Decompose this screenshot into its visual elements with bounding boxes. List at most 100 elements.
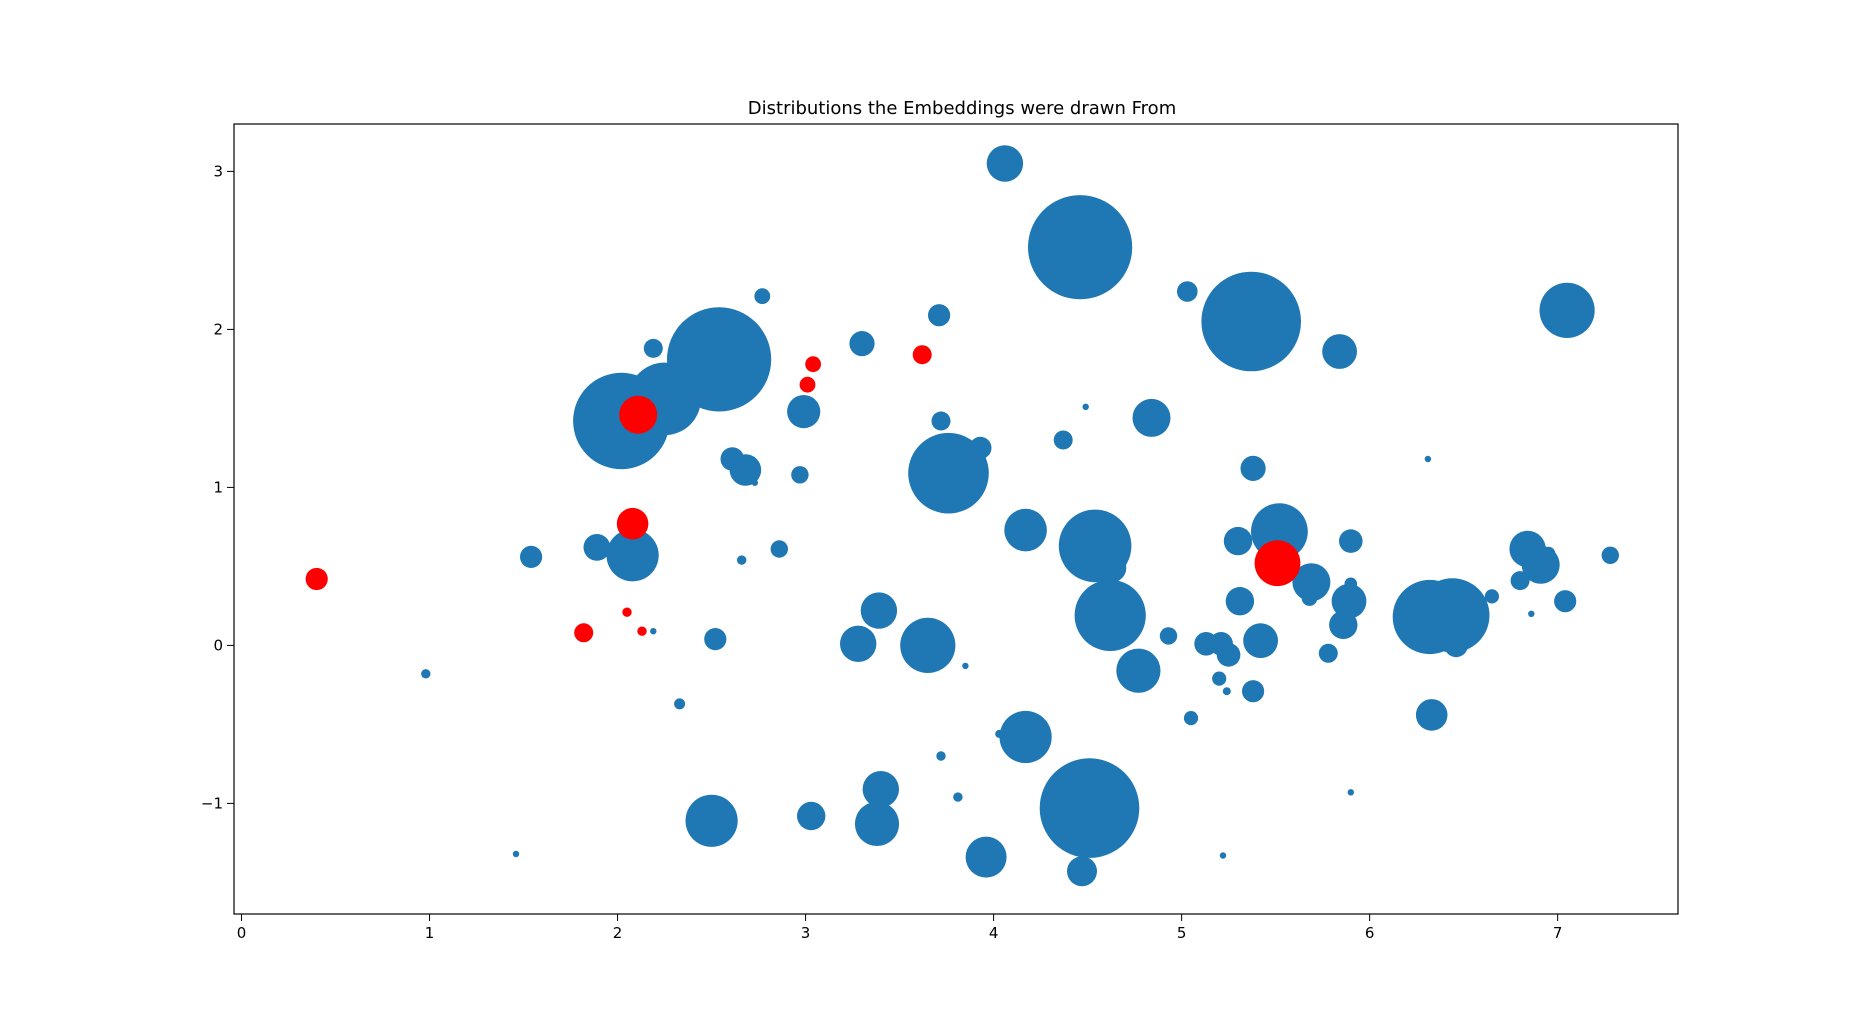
blue-point (1424, 455, 1432, 463)
blue-point (754, 288, 771, 305)
blue-point (1028, 195, 1133, 300)
blue-point (840, 625, 877, 662)
blue-point (1539, 282, 1595, 338)
blue-point (900, 617, 956, 674)
blue-point (583, 534, 611, 561)
blue-point (862, 771, 899, 808)
blue-point (791, 466, 809, 484)
blue-point (704, 628, 727, 651)
red-point (305, 567, 328, 591)
x-tick-label: 5 (1177, 924, 1187, 942)
blue-point (1322, 334, 1357, 369)
x-tick-label: 3 (801, 924, 811, 942)
blue-point (1415, 699, 1448, 731)
blue-point (1292, 563, 1331, 602)
blue-point (986, 145, 1024, 182)
x-tick-label: 0 (237, 924, 247, 942)
blue-point (512, 850, 520, 858)
red-point (1254, 540, 1301, 587)
blue-point (685, 794, 738, 847)
blue-point (1240, 455, 1266, 481)
blue-point (1074, 579, 1146, 652)
red-point (637, 626, 647, 636)
blue-point (962, 662, 969, 670)
y-tick-label: 0 (213, 636, 223, 654)
blue-point (1159, 627, 1178, 645)
blue-point (999, 710, 1052, 764)
x-tick-label: 4 (989, 924, 999, 942)
blue-point (1212, 671, 1227, 686)
blue-point (1329, 610, 1358, 640)
blue-point (1601, 546, 1620, 564)
blue-point (928, 304, 951, 327)
blue-point (797, 801, 826, 831)
red-point (622, 607, 632, 617)
blue-point (908, 432, 989, 514)
y-tick-label: 3 (213, 162, 223, 180)
blue-point (770, 540, 788, 558)
blue-point (1225, 587, 1255, 616)
points-layer (305, 145, 1620, 887)
blue-point (751, 479, 758, 486)
blue-point (421, 669, 431, 679)
blue-point (737, 555, 747, 565)
blue-point (1222, 687, 1231, 696)
blue-point (606, 529, 659, 582)
blue-point (1484, 589, 1499, 604)
blue-point (1219, 852, 1227, 859)
red-point (912, 345, 932, 365)
x-tick-label: 6 (1365, 924, 1375, 942)
blue-point (1116, 648, 1161, 693)
blue-point (1301, 590, 1318, 606)
x-tick-label: 2 (613, 924, 623, 942)
blue-point (1243, 623, 1278, 659)
blue-point (520, 545, 543, 569)
blue-point (1541, 546, 1556, 561)
axes-layer: 0 1 2 3 4 5 6 7 −1 0 1 2 3 (201, 162, 1563, 942)
blue-point (1510, 571, 1530, 591)
blue-point (1053, 430, 1073, 450)
blue-point (1444, 633, 1468, 658)
blue-point (1223, 526, 1253, 556)
y-tick-label: −1 (201, 794, 223, 812)
x-tick-label: 1 (425, 924, 435, 942)
red-point (805, 356, 821, 373)
y-tick-label: 2 (213, 320, 223, 338)
blue-point (1183, 711, 1199, 726)
blue-point (860, 592, 898, 629)
red-point (619, 395, 658, 434)
blue-point (1097, 553, 1127, 583)
chart-title: Distributions the Embeddings were drawn … (748, 98, 1176, 119)
blue-point (1201, 271, 1301, 372)
blue-point (729, 454, 762, 486)
blue-point (854, 801, 900, 847)
blue-point (1132, 398, 1171, 437)
blue-point (650, 628, 657, 635)
blue-point (1554, 590, 1577, 613)
blue-point (1344, 577, 1358, 591)
blue-point (936, 751, 946, 761)
blue-point (674, 698, 686, 710)
blue-point (931, 411, 951, 431)
red-point (574, 623, 594, 643)
blue-point (1177, 281, 1198, 302)
blue-point (1216, 643, 1241, 667)
blue-point (1039, 758, 1140, 858)
red-point (616, 507, 649, 540)
blue-point (1415, 578, 1490, 653)
plot-frame (233, 123, 1679, 915)
blue-point (965, 836, 1007, 878)
blue-point (1339, 529, 1363, 553)
blue-point (1347, 789, 1355, 796)
y-tick-label: 1 (213, 478, 223, 496)
blue-point (787, 395, 821, 429)
blue-point (1528, 610, 1535, 617)
blue-point (1318, 643, 1338, 663)
red-point (799, 376, 816, 393)
blue-point (849, 331, 875, 357)
blue-point (1082, 403, 1089, 410)
blue-point (1242, 680, 1265, 703)
blue-point (1331, 583, 1367, 619)
